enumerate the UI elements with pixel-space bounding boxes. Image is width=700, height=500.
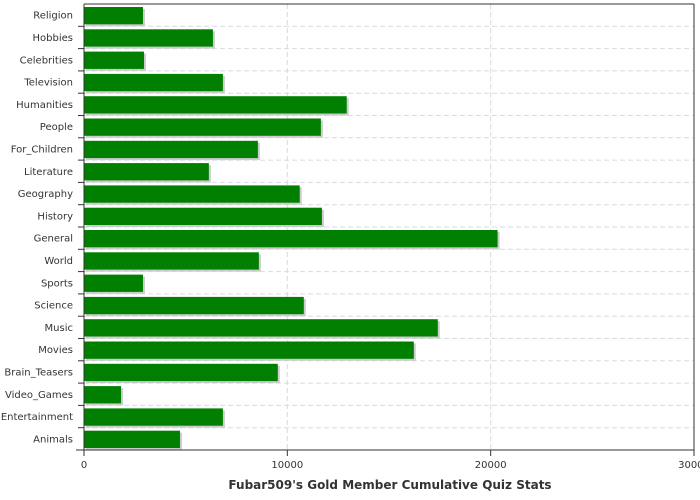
category-label: General (34, 234, 73, 245)
x-axis-title: Fubar509's Gold Member Cumulative Quiz S… (228, 478, 551, 492)
category-label: Movies (38, 345, 73, 356)
bar-movies (84, 341, 414, 359)
category-label: Brain_Teasers (4, 367, 73, 378)
bar-hobbies (84, 29, 213, 47)
category-label: Sports (41, 278, 73, 289)
x-tick-label: 0 (81, 460, 87, 471)
category-label: Literature (24, 167, 73, 178)
bar-history (84, 207, 322, 225)
bar-television (84, 73, 223, 92)
category-label: World (44, 256, 73, 267)
x-tick-labels: 0 10000 20000 30000 (81, 460, 700, 471)
bar-entertainment (84, 408, 223, 426)
x-tick-label: 30000 (678, 460, 700, 471)
category-label: Celebrities (20, 55, 73, 66)
bar-celebrities (84, 51, 144, 69)
bar-music (84, 319, 438, 337)
category-label: Television (23, 78, 73, 89)
category-label: Humanities (16, 100, 73, 111)
category-label: For_Children (11, 144, 73, 155)
category-label: Geography (18, 189, 73, 200)
category-labels: Religion Hobbies Celebrities Television Huma… (1, 11, 73, 446)
bar-brain-teasers (84, 363, 278, 382)
category-label: Animals (33, 434, 73, 445)
x-tick-label: 10000 (271, 460, 303, 471)
category-label: Music (45, 323, 73, 334)
bar-animals (84, 430, 180, 448)
category-label: Entertainment (1, 412, 73, 423)
bar-humanities (84, 96, 347, 114)
bar-religion (84, 7, 143, 25)
x-tick-label: 20000 (475, 460, 507, 471)
axes (76, 3, 695, 456)
bar-sports (84, 274, 143, 292)
bar-video-games (84, 386, 122, 404)
bar-geography (84, 185, 300, 203)
bar-people (84, 118, 321, 136)
bar-science (84, 296, 304, 315)
category-label: Science (34, 301, 73, 312)
category-label: History (37, 211, 73, 222)
category-label: Hobbies (33, 33, 73, 44)
category-label: Video_Games (5, 390, 73, 401)
bar-general (84, 230, 498, 248)
bars (84, 7, 500, 450)
bar-world (84, 252, 259, 270)
bar-for-children (84, 140, 258, 159)
category-label: Religion (33, 11, 73, 22)
bar-literature (84, 163, 209, 181)
category-label: People (40, 122, 73, 133)
